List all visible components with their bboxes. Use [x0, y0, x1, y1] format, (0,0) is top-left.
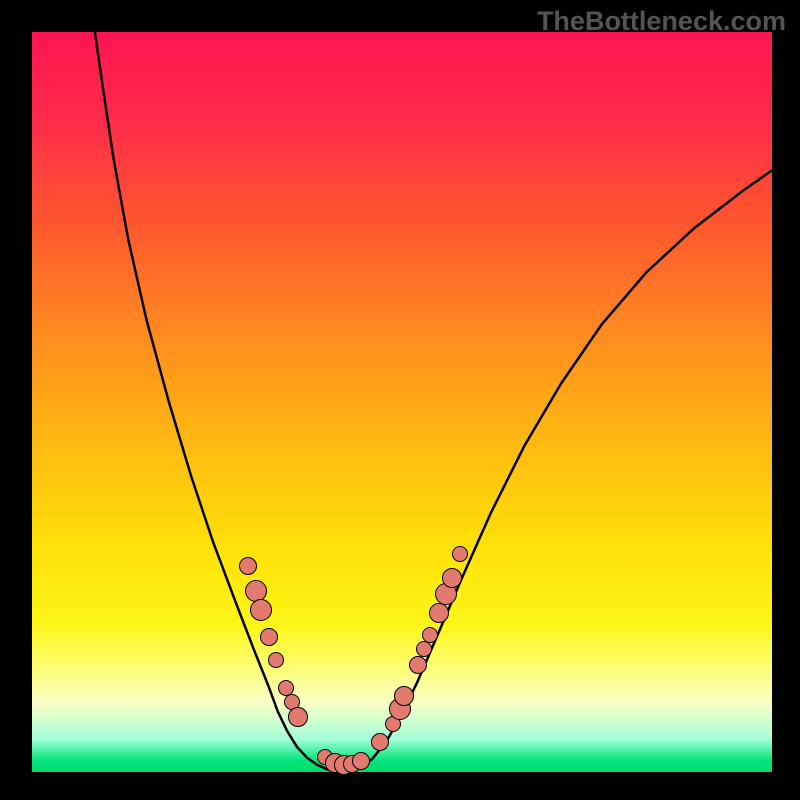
bead	[352, 752, 370, 770]
bead	[260, 628, 278, 646]
bead	[416, 641, 432, 657]
bead	[429, 603, 449, 623]
bead	[245, 580, 267, 602]
chart-stage: TheBottleneck.com	[0, 0, 800, 800]
plot-area	[32, 32, 772, 772]
bead	[268, 652, 284, 668]
curve-left	[95, 32, 343, 772]
bead	[409, 656, 427, 674]
bead	[239, 557, 257, 575]
bead	[371, 733, 389, 751]
v-curve	[32, 32, 772, 772]
curve-right	[343, 170, 772, 772]
bead	[422, 627, 438, 643]
bead	[452, 546, 468, 562]
bead	[288, 707, 308, 727]
bead	[442, 568, 462, 588]
bead	[394, 686, 414, 706]
bead	[250, 599, 272, 621]
